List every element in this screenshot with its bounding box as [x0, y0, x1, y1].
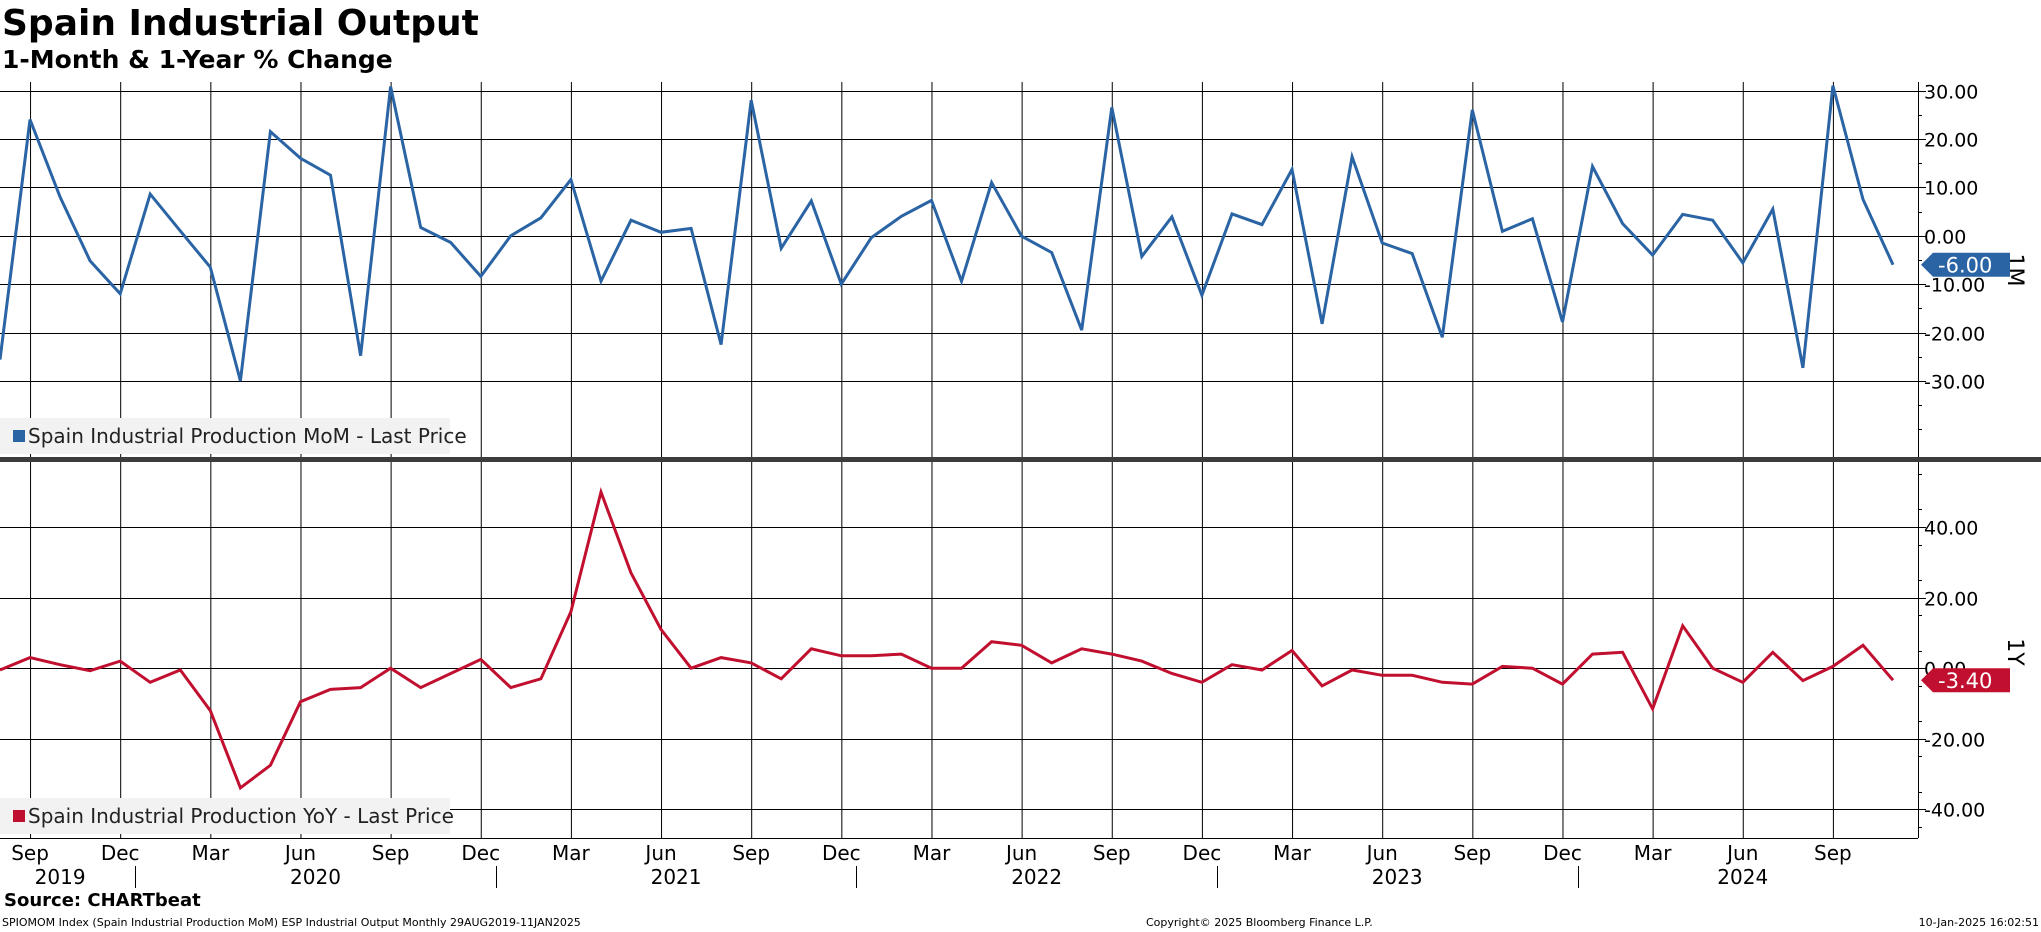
- x-month-label: Dec: [1543, 841, 1582, 865]
- x-year-label: 2022: [1011, 865, 1062, 889]
- footer-security-info: SPIOMOM Index (Spain Industrial Producti…: [2, 916, 581, 929]
- x-month-label: Dec: [822, 841, 861, 865]
- x-year-label: 2023: [1372, 865, 1423, 889]
- x-month-label: Sep: [1093, 841, 1131, 865]
- x-month-label: Sep: [732, 841, 770, 865]
- x-month-label: Jun: [1365, 841, 1398, 865]
- x-month-label: Sep: [11, 841, 49, 865]
- panel-separator: [0, 457, 2041, 462]
- x-month-label: Sep: [372, 841, 410, 865]
- y-tick-label: 30.00: [1924, 82, 1978, 104]
- y-tick-label: -40.00: [1924, 800, 1985, 822]
- footer-copyright: Copyright© 2025 Bloomberg Finance L.P.: [1146, 916, 1373, 929]
- x-month-label: Mar: [1634, 841, 1673, 865]
- y-tick-label: 40.00: [1924, 518, 1978, 540]
- x-month-label: Sep: [1453, 841, 1491, 865]
- legend-swatch: [13, 810, 25, 822]
- x-year-label: 2019: [35, 865, 86, 889]
- last-value-tag: [1921, 668, 2010, 693]
- x-month-label: Jun: [643, 841, 676, 865]
- x-year-label: 2020: [290, 865, 341, 889]
- legend-label: Spain Industrial Production YoY - Last P…: [28, 804, 454, 828]
- chart-title: Spain Industrial Output: [2, 3, 479, 44]
- chart-subtitle: 1-Month & 1-Year % Change: [2, 45, 393, 74]
- series-line-yoy: [0, 487, 1895, 791]
- y-tick-label: -30.00: [1924, 372, 1985, 394]
- x-month-label: Mar: [191, 841, 230, 865]
- x-month-label: Mar: [1273, 841, 1312, 865]
- x-month-label: Dec: [101, 841, 140, 865]
- y-tick-label: -20.00: [1924, 324, 1985, 346]
- x-month-label: Dec: [1183, 841, 1222, 865]
- legend-swatch: [13, 430, 25, 442]
- y-tick-label: -20.00: [1924, 730, 1985, 752]
- last-value-label: -6.00: [1938, 254, 1992, 278]
- legend-box: [0, 798, 450, 834]
- source-note: Source: CHARTbeat: [4, 890, 201, 911]
- series-line-mom: [0, 85, 1895, 382]
- y-tick-label: 0.00: [1924, 227, 1966, 249]
- last-value-label: -3.40: [1938, 669, 1992, 693]
- last-value-tag: [1921, 252, 2010, 277]
- x-month-label: Dec: [461, 841, 500, 865]
- x-year-label: 2024: [1717, 865, 1768, 889]
- x-month-label: Mar: [552, 841, 591, 865]
- x-month-label: Sep: [1814, 841, 1852, 865]
- x-month-label: Jun: [1004, 841, 1037, 865]
- legend-box: [0, 418, 450, 454]
- x-month-label: Mar: [913, 841, 952, 865]
- x-month-label: Jun: [1725, 841, 1758, 865]
- x-month-label: Jun: [283, 841, 316, 865]
- panel-axis-label: 1Y: [2002, 638, 2027, 666]
- y-tick-label: 20.00: [1924, 589, 1978, 611]
- y-tick-label: 10.00: [1924, 178, 1978, 200]
- footer-timestamp: 10-Jan-2025 16:02:51: [1918, 916, 2039, 929]
- x-year-label: 2021: [651, 865, 702, 889]
- y-tick-label: 20.00: [1924, 130, 1978, 152]
- y-tick-label: -10.00: [1924, 275, 1985, 297]
- legend-label: Spain Industrial Production MoM - Last P…: [28, 424, 467, 448]
